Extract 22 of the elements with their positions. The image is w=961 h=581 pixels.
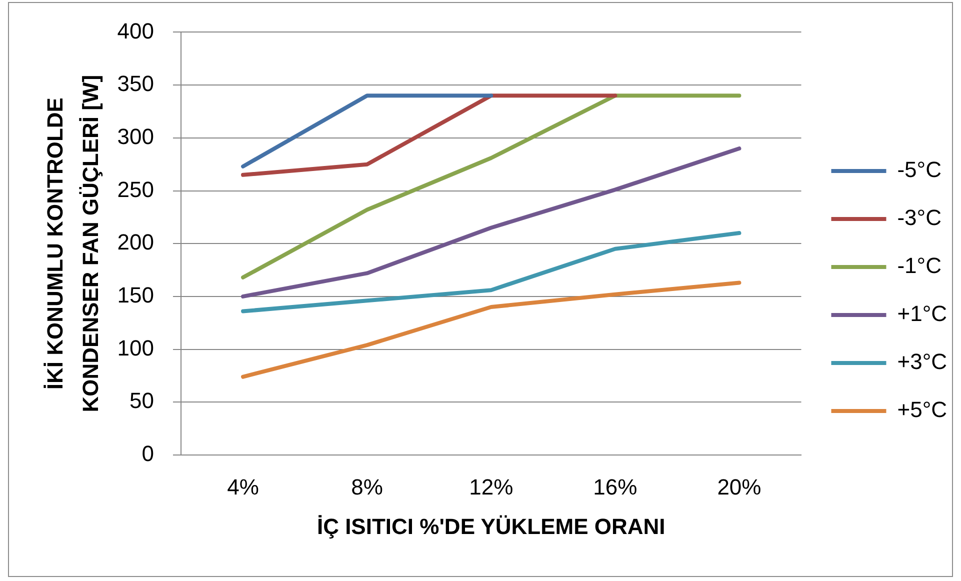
x-tick-label: 20% (717, 474, 762, 500)
legend-label: -3°C (897, 205, 942, 230)
x-tick-label: 12% (469, 474, 514, 500)
legend-label: -1°C (897, 253, 942, 278)
legend-label: +5°C (897, 397, 948, 422)
x-axis-title: İÇ ISITICI %'DE YÜKLEME ORANI (316, 514, 666, 539)
legend-label: -5°C (897, 157, 942, 182)
legend-label: +1°C (897, 301, 948, 326)
y-tick-label: 50 (130, 388, 154, 414)
y-tick-label: 300 (117, 124, 154, 149)
y-axis-title: İKİ KONUMLU KONTROLDE KONDENSER FAN GÜÇLERİ [W] (42, 74, 103, 412)
y-tick-label: 400 (117, 18, 154, 44)
legend-label: +3°C (897, 349, 948, 374)
y-tick-label: 250 (117, 176, 154, 202)
x-tick-label: 4% (227, 474, 259, 500)
y-tick-label: 200 (117, 230, 154, 255)
y-tick-label: 150 (117, 282, 154, 308)
x-tick-label: 16% (593, 474, 638, 500)
y-tick-label: 0 (142, 441, 154, 466)
x-tick-label: 8% (351, 474, 383, 500)
y-tick-label: 350 (117, 71, 154, 96)
y-tick-label: 100 (117, 335, 154, 360)
